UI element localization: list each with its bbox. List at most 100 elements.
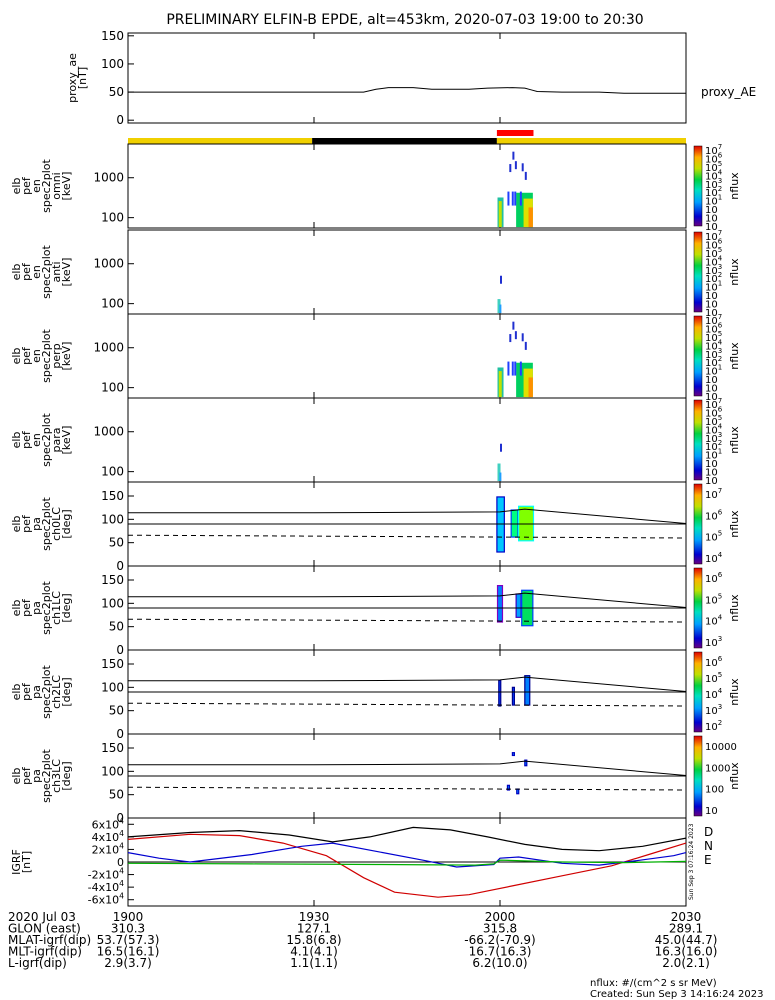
ephemeris-value: 2.9(3.7) bbox=[104, 956, 152, 970]
energy-panel-ylabel-line: [keV] bbox=[60, 342, 73, 371]
energy-panel-ylabel-line: elb bbox=[10, 178, 23, 195]
igrf-series-line bbox=[127, 842, 687, 868]
state-bar-segment bbox=[496, 138, 686, 144]
flux-speck bbox=[514, 331, 517, 340]
pitch-ytick-label: 100 bbox=[101, 764, 124, 778]
energy-colorbar-label: 105 bbox=[705, 160, 722, 174]
energy-colorbar-label: 103 bbox=[705, 263, 722, 277]
pitch-panel-ylabel-line: pa bbox=[30, 769, 43, 783]
pitch-panel-ylabel-line: pa bbox=[30, 601, 43, 615]
energy-colorbar bbox=[693, 231, 703, 313]
energy-colorbar-label: 106 bbox=[705, 151, 723, 165]
pitch-colorbar-units: nflux bbox=[728, 762, 741, 790]
energy-colorbar-label: 107 bbox=[705, 397, 722, 411]
energy-colorbar-label: 10 bbox=[705, 214, 718, 225]
energy-panel-frame bbox=[127, 229, 687, 315]
energy-colorbar-label: 106 bbox=[705, 405, 723, 419]
pitch-panel-ylabel-line: pa bbox=[30, 685, 43, 699]
flux-speck bbox=[500, 275, 502, 284]
igrf-side-stamp: Sun Sep 3 07:16:24 2023 bbox=[688, 823, 695, 900]
state-bar-segment bbox=[312, 138, 497, 144]
pitch-colorbar bbox=[693, 567, 703, 649]
igrf-ytick-label: 6x104 bbox=[92, 816, 125, 831]
igrf-ytick-label: -2x104 bbox=[88, 867, 124, 882]
energy-colorbar-label: 105 bbox=[705, 414, 722, 428]
pitch-panel-ylabel-line: elb bbox=[10, 516, 23, 533]
igrf-legend-label: N bbox=[704, 839, 713, 853]
igrf-ylabel-line: IGRF bbox=[10, 849, 23, 875]
pitch-panel-ylabel-line: elb bbox=[10, 768, 23, 785]
flux-column bbox=[498, 371, 502, 398]
energy-panel-ylabel-line: omni bbox=[50, 172, 63, 199]
ephemeris-row-label: MLT-igrf(dip) bbox=[8, 945, 82, 959]
proxy-ae-ytick-label: 150 bbox=[101, 29, 124, 43]
flux-speck bbox=[509, 164, 512, 173]
pitch-colorbar-label: 102 bbox=[705, 719, 722, 733]
flux-speck bbox=[512, 321, 515, 330]
proxy-ae-legend: proxy_AE bbox=[701, 85, 756, 99]
energy-spectrogram-data bbox=[497, 151, 533, 228]
flux-speck bbox=[521, 163, 524, 172]
flux-column bbox=[528, 207, 533, 228]
pitch-panel-ylabel-line: pef bbox=[20, 682, 33, 701]
ephemeris-row-label: L-igrf(dip) bbox=[8, 956, 67, 970]
pitch-flux-block bbox=[516, 788, 520, 795]
proxy-ae-ytick-label: 50 bbox=[109, 85, 124, 99]
energy-colorbar-label: 103 bbox=[705, 431, 722, 445]
pitch-colorbar-label: 10000 bbox=[705, 742, 737, 753]
plot-title: PRELIMINARY ELFIN-B EPDE, alt=453km, 202… bbox=[166, 12, 643, 28]
igrf-series-line bbox=[127, 859, 687, 866]
pitch-panel-ylabel-line: pef bbox=[20, 766, 33, 785]
ephemeris-value: 1930 bbox=[299, 910, 330, 924]
energy-colorbar-label: 102 bbox=[705, 185, 722, 199]
science-zone-bar bbox=[496, 130, 534, 136]
proxy-ae-line bbox=[128, 87, 686, 94]
energy-colorbar-label: 107 bbox=[705, 313, 722, 327]
energy-panel-frame bbox=[127, 143, 687, 229]
pitch-flux-block bbox=[511, 686, 516, 706]
ephemeris-value: 4.1(4.1) bbox=[290, 945, 338, 959]
energy-panel-ylabel-line: en bbox=[30, 265, 43, 279]
flux-speck bbox=[514, 161, 517, 170]
ephemeris-value: 15.8(6.8) bbox=[286, 933, 341, 947]
energy-colorbar-label: 104 bbox=[705, 168, 723, 182]
energy-colorbar-units: nflux bbox=[728, 342, 741, 370]
energy-panel-ylabel-line: elb bbox=[10, 348, 23, 365]
pitch-ytick-label: 150 bbox=[101, 741, 124, 755]
pitch-panel-ylabel-line: pef bbox=[20, 598, 33, 617]
pitch-panel-ylabel-line: spec2plot bbox=[40, 665, 53, 719]
loss-cone-dashed-line bbox=[127, 618, 687, 623]
pitch-ytick-label: 50 bbox=[109, 620, 124, 634]
energy-colorbar-label: 101 bbox=[705, 448, 722, 462]
proxy-ae-frame bbox=[127, 32, 687, 124]
energy-panel-ylabel-line: en bbox=[30, 433, 43, 447]
energy-colorbar-units: nflux bbox=[728, 172, 741, 200]
flux-speck bbox=[507, 191, 510, 206]
proxy-ae-ytick-label: 0 bbox=[116, 113, 124, 127]
pitch-panel-ylabel-line: elb bbox=[10, 684, 23, 701]
energy-colorbar-label: 102 bbox=[705, 271, 722, 285]
pitch-colorbar-label: 106 bbox=[705, 655, 723, 669]
energy-panel-ylabel-line: pef bbox=[20, 262, 33, 281]
pitch-flux-block bbox=[506, 784, 511, 791]
igrf-series-line bbox=[127, 826, 687, 852]
flux-column bbox=[528, 377, 533, 398]
energy-colorbar-label: 10 bbox=[705, 476, 718, 487]
flux-speck bbox=[514, 191, 517, 206]
loss-cone-dashed-line bbox=[127, 534, 687, 539]
flux-speck bbox=[511, 361, 514, 376]
proxy-ae-ylabel-line: [nT] bbox=[76, 67, 89, 89]
pitch-spectrogram-data bbox=[506, 752, 528, 795]
igrf-ytick-label: 4x104 bbox=[92, 829, 125, 844]
energy-colorbar-label: 10 bbox=[705, 291, 718, 302]
pitch-ytick-label: 0 bbox=[116, 811, 124, 825]
pitch-panel-ylabel-line: elb bbox=[10, 600, 23, 617]
energy-panel-ylabel-line: en bbox=[30, 349, 43, 363]
pitch-ytick-label: 0 bbox=[116, 727, 124, 741]
flux-column bbox=[497, 299, 501, 314]
loss-cone-upper-line bbox=[128, 508, 687, 524]
pitch-ytick-label: 100 bbox=[101, 512, 124, 526]
igrf-ytick-label: 0 bbox=[117, 856, 124, 869]
